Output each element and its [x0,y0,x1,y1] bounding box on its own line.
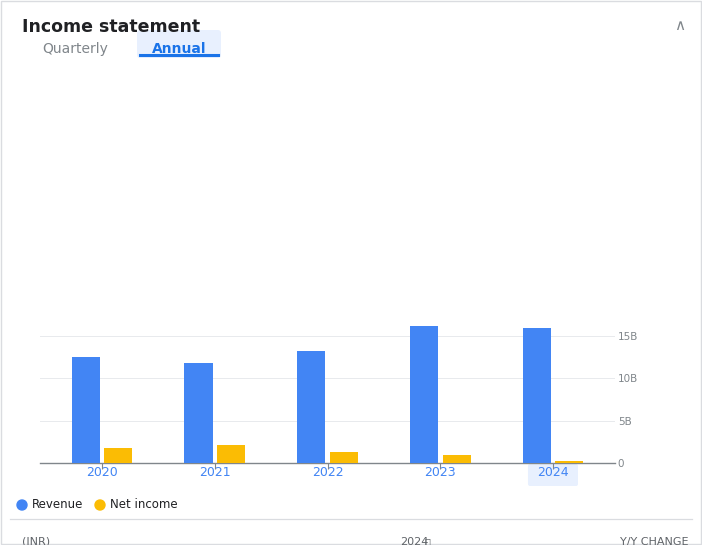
Text: 2024: 2024 [537,467,569,480]
Text: 2021: 2021 [199,467,230,480]
Text: Y/Y CHANGE: Y/Y CHANGE [619,537,688,545]
FancyBboxPatch shape [137,30,221,58]
Text: 2022: 2022 [312,467,343,480]
Bar [442,456,470,463]
Text: Quarterly: Quarterly [42,42,108,56]
Circle shape [17,500,27,510]
Text: Net income: Net income [110,499,178,512]
Text: 2023: 2023 [425,467,456,480]
Text: 2020: 2020 [86,467,118,480]
Bar [185,363,213,463]
Circle shape [95,500,105,510]
Bar [72,358,100,463]
Text: Annual: Annual [152,42,206,56]
Text: ∧: ∧ [675,18,686,33]
Bar [330,452,358,463]
Bar [217,445,245,463]
Text: 2024: 2024 [400,537,428,545]
Bar [105,448,133,463]
Bar [522,328,551,463]
FancyBboxPatch shape [528,464,578,486]
Text: Revenue: Revenue [32,499,84,512]
Text: (INR): (INR) [22,537,50,545]
Text: ⓘ: ⓘ [425,537,431,545]
Text: Income statement: Income statement [22,18,200,36]
Bar [555,461,583,463]
Bar [410,326,438,463]
Bar [297,352,325,463]
